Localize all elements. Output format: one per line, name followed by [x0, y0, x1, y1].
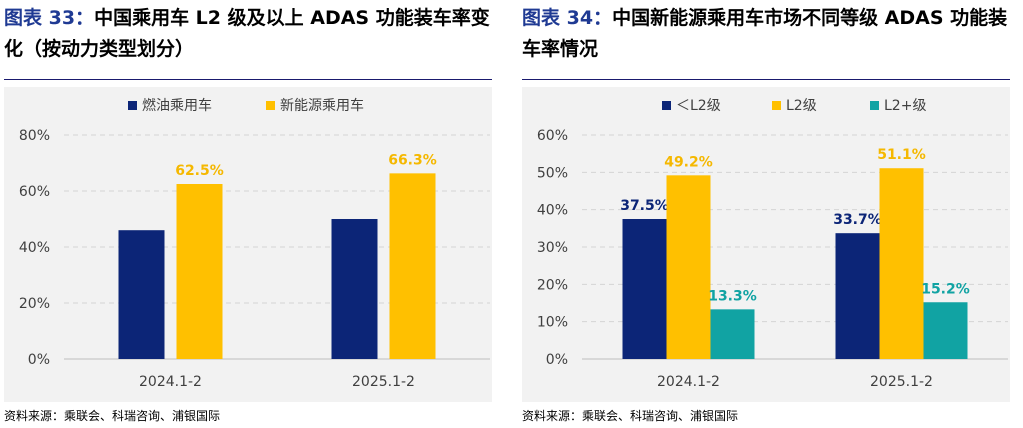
- bar-chart: 0% 10% 20% 30% 40% 50% 60% 37.5% 49.2% 13.3% 2024.…: [537, 98, 1008, 390]
- y-tick-label: 50%: [537, 165, 568, 181]
- bar: [176, 184, 223, 359]
- chart-title: 图表 34：中国新能源乘用车市场不同等级 ADAS 功能装车率情况: [522, 3, 1012, 65]
- chart-title-text: 中国乘用车 L2 级及以上 ADAS 功能装车率变化（按动力类型划分）: [4, 7, 490, 60]
- y-tick-label: 20%: [537, 277, 568, 293]
- y-tick-label: 80%: [19, 128, 50, 144]
- y-tick-label: 0%: [546, 352, 568, 368]
- y-tick-label: 10%: [537, 315, 568, 331]
- chart-title: 图表 33：中国乘用车 L2 级及以上 ADAS 功能装车率变化（按动力类型划分…: [4, 3, 494, 65]
- bar: [331, 219, 378, 359]
- chart-title-label: 图表 33：: [4, 7, 95, 29]
- x-tick-label: 2024.1-2: [657, 374, 720, 390]
- data-label: 62.5%: [175, 163, 224, 179]
- legend-label: 燃油乘用车: [142, 97, 212, 114]
- y-tick-label: 30%: [537, 240, 568, 256]
- x-tick-label: 2025.1-2: [352, 374, 415, 390]
- legend-swatch: [870, 101, 879, 110]
- chart-panel-left: 图表 33：中国乘用车 L2 级及以上 ADAS 功能装车率变化（按动力类型划分…: [0, 0, 500, 428]
- legend-swatch: [266, 101, 275, 110]
- source-note: 资料来源：乘联会、科瑞咨询、浦银国际: [4, 409, 221, 423]
- x-tick-label: 2024.1-2: [139, 374, 202, 390]
- title-divider: [4, 79, 492, 80]
- data-label: 37.5%: [620, 198, 669, 214]
- y-tick-label: 0%: [28, 352, 50, 368]
- data-label: 15.2%: [921, 281, 970, 297]
- data-label: 66.3%: [388, 152, 437, 168]
- bar-chart: 0% 20% 40% 60% 80% 62.5% 2024.1-2 66.3% 2025.1-2…: [19, 97, 490, 390]
- bar: [666, 175, 711, 359]
- y-tick-label: 60%: [19, 184, 50, 200]
- data-label: 51.1%: [877, 147, 926, 163]
- chart-panel-right: 图表 34：中国新能源乘用车市场不同等级 ADAS 功能装车率情况 0% 10% 2…: [518, 0, 1023, 428]
- chart-title-text: 中国新能源乘用车市场不同等级 ADAS 功能装车率情况: [522, 7, 1008, 60]
- bar: [118, 230, 165, 359]
- legend-label: L2级: [786, 98, 817, 114]
- y-tick-label: 60%: [537, 128, 568, 144]
- x-tick-label: 2025.1-2: [870, 374, 933, 390]
- y-tick-label: 40%: [537, 203, 568, 219]
- y-tick-label: 20%: [19, 296, 50, 312]
- y-tick-label: 40%: [19, 240, 50, 256]
- legend-swatch: [662, 101, 671, 110]
- chart-title-label: 图表 34：: [522, 7, 613, 29]
- bar: [879, 168, 924, 359]
- bar: [835, 233, 880, 359]
- data-label: 49.2%: [664, 154, 713, 170]
- data-label: 33.7%: [833, 212, 882, 228]
- legend-label: 新能源乘用车: [280, 97, 364, 114]
- legend-swatch: [128, 101, 137, 110]
- bar: [923, 302, 968, 359]
- bar: [389, 173, 436, 359]
- bar: [622, 219, 667, 359]
- legend-label: ＜L2级: [676, 98, 721, 114]
- data-label: 13.3%: [708, 288, 757, 304]
- legend-swatch: [772, 101, 781, 110]
- legend-label: L2+级: [884, 98, 926, 114]
- title-divider: [522, 79, 1010, 80]
- source-note: 资料来源：乘联会、科瑞咨询、浦银国际: [522, 409, 739, 423]
- bar: [710, 309, 755, 359]
